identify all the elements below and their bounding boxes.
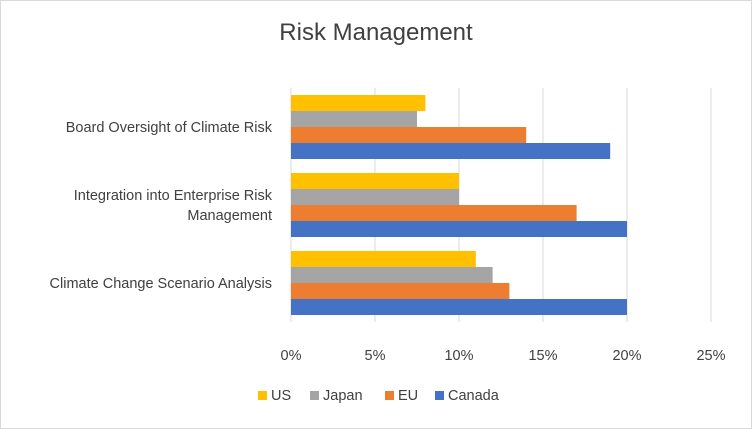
x-tick-label: 20%	[612, 348, 641, 364]
category-label: Climate Change Scenario Analysis	[50, 276, 272, 292]
legend-label-japan: Japan	[323, 388, 363, 404]
bar-canada	[291, 221, 627, 237]
bar-eu	[291, 283, 510, 299]
bar-japan	[291, 267, 493, 283]
bar-us	[291, 251, 476, 267]
legend-label-canada: Canada	[448, 388, 500, 404]
legend-swatch-japan	[310, 391, 319, 400]
bar-japan	[291, 111, 417, 127]
x-tick-label: 5%	[365, 348, 386, 364]
chart-title: Risk Management	[279, 19, 473, 46]
x-tick-label: 10%	[444, 348, 473, 364]
category-label: Board Oversight of Climate Risk	[66, 120, 273, 136]
bar-eu	[291, 205, 577, 221]
category-labels: Board Oversight of Climate Risk Integrati…	[50, 120, 273, 292]
legend-swatch-eu	[385, 391, 394, 400]
legend-swatch-us	[258, 391, 267, 400]
x-tick-label: 0%	[281, 348, 302, 364]
legend-label-eu: EU	[398, 388, 418, 404]
x-tick-labels: 0% 5% 10% 15% 20% 25%	[281, 348, 726, 364]
legend: US Japan EU Canada	[258, 388, 500, 404]
x-tick-label: 25%	[696, 348, 725, 364]
legend-label-us: US	[271, 388, 291, 404]
bar-eu	[291, 127, 527, 143]
bars	[291, 95, 627, 315]
bar-us	[291, 95, 426, 111]
bar-canada	[291, 143, 611, 159]
legend-swatch-canada	[435, 391, 444, 400]
x-tick-label: 15%	[528, 348, 557, 364]
bar-canada	[291, 299, 627, 315]
category-label: Integration into Enterprise Risk Manageme…	[74, 188, 273, 224]
bar-japan	[291, 189, 459, 205]
bar-us	[291, 173, 459, 189]
